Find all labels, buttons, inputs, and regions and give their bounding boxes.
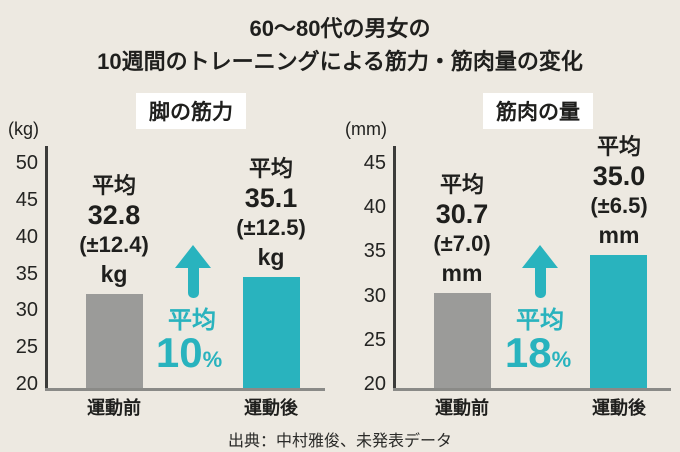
y-axis-tick-label: 25 <box>363 328 386 351</box>
value-unit: kg <box>257 243 285 270</box>
y-axis-unit-mm: (mm) <box>345 119 387 139</box>
change-percentage: 18% <box>468 331 608 385</box>
value-unit: mm <box>598 222 640 249</box>
y-axis-line <box>393 146 396 391</box>
category-after-exercise: 運動後 <box>244 398 298 418</box>
mean-value: 35.0 <box>592 161 646 192</box>
y-axis-tick-label: 45 <box>15 188 38 211</box>
bar-value-label-before: 平均 30.7 (±7.0) mm <box>377 171 547 288</box>
change-number: 10 <box>155 329 203 376</box>
y-axis-line <box>45 146 48 391</box>
bar-value-label-before: 平均 32.8 (±12.4) kg <box>29 172 199 289</box>
source-caption: 出典：中村雅俊、未発表データ <box>227 433 452 450</box>
mean-value: 32.8 <box>87 199 141 230</box>
category-before-exercise: 運動前 <box>435 398 489 418</box>
change-percentage: 10% <box>119 331 259 385</box>
increase-arrow-icon <box>522 245 558 298</box>
chart-title-line1: 60〜80代の男女の <box>249 16 431 41</box>
change-caption: 平均 <box>168 307 216 334</box>
bar-before-exercise <box>86 293 143 388</box>
y-axis-tick-label: 50 <box>15 152 38 174</box>
bar-before-exercise <box>434 293 491 388</box>
x-axis-line <box>393 388 671 391</box>
arrow-stem <box>534 267 546 298</box>
bar-after-exercise <box>243 276 300 388</box>
std-deviation: (±6.5) <box>590 193 648 219</box>
y-axis-tick-label: 25 <box>15 336 38 359</box>
y-axis-tick-label: 40 <box>363 196 386 219</box>
arrow-head <box>522 245 558 268</box>
std-deviation: (±12.4) <box>79 231 149 257</box>
change-number: 18 <box>504 329 552 376</box>
y-axis-tick-label: 40 <box>15 225 38 248</box>
y-axis-tick-label: 20 <box>15 373 38 395</box>
panel-header-leg-strength: 脚の筋力 <box>136 93 246 129</box>
bar-after-exercise <box>590 255 647 388</box>
std-deviation: (±7.0) <box>433 231 491 257</box>
mean-value: 30.7 <box>435 199 489 230</box>
change-caption: 平均 <box>516 307 564 334</box>
increase-arrow-icon <box>175 245 211 298</box>
mean-caption: 平均 <box>439 172 484 198</box>
y-axis-tick-label: 35 <box>15 262 38 285</box>
mean-value: 35.1 <box>244 182 298 213</box>
bar-value-label-after: 平均 35.1 (±12.5) kg <box>186 155 356 272</box>
arrow-head <box>175 245 211 268</box>
chart-leg-strength: 脚の筋力 (kg) 50 45 40 35 30 25 20 平均 32.8 (±12.4)… <box>8 93 325 418</box>
value-unit: mm <box>441 260 483 287</box>
y-axis-tick-label: 45 <box>363 152 386 174</box>
category-after-exercise: 運動後 <box>592 398 646 418</box>
mean-caption: 平均 <box>91 172 136 198</box>
chart-title-line2: 10週間のトレーニングによる筋力・筋肉量の変化 <box>97 49 583 74</box>
y-axis-tick-label: 30 <box>15 299 38 322</box>
arrow-stem <box>187 267 199 298</box>
percent-sign: % <box>551 347 572 372</box>
category-before-exercise: 運動前 <box>87 398 141 418</box>
mean-caption: 平均 <box>248 155 293 181</box>
y-axis-unit-kg: (kg) <box>8 119 39 139</box>
panel-header-muscle-mass: 筋肉の量 <box>483 93 593 129</box>
value-unit: kg <box>100 260 128 287</box>
std-deviation: (±12.5) <box>236 214 306 240</box>
bar-value-label-after: 平均 35.0 (±6.5) mm <box>534 133 680 250</box>
x-axis-line <box>45 388 325 391</box>
mean-caption: 平均 <box>596 134 641 160</box>
y-axis-tick-label: 30 <box>363 284 386 307</box>
percent-sign: % <box>202 347 223 372</box>
y-axis-tick-label: 35 <box>363 240 386 263</box>
chart-title: 60〜80代の男女の 10週間のトレーニングによる筋力・筋肉量の変化 <box>0 12 680 78</box>
y-axis-tick-label: 20 <box>363 373 386 395</box>
chart-muscle-mass: 筋肉の量 (mm) 45 40 35 30 25 20 平均 30.7 (±7.0) mm… <box>340 0 680 452</box>
